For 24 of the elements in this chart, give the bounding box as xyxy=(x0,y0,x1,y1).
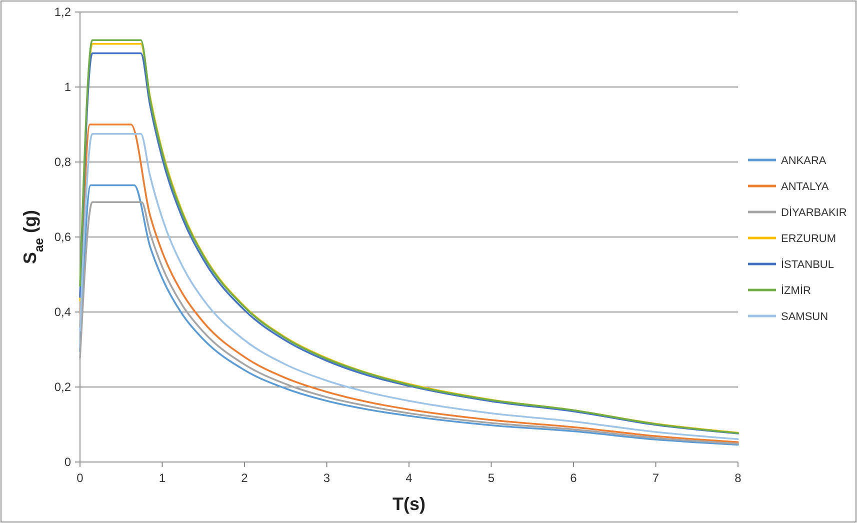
x-tick-label: 2 xyxy=(241,471,248,485)
legend-label: SAMSUN xyxy=(781,310,828,323)
x-axis-title: T(s) xyxy=(392,494,426,514)
legend-label: ANKARA xyxy=(781,154,827,167)
y-tick-label: 0,8 xyxy=(54,155,72,170)
x-tick-label: 6 xyxy=(570,471,578,485)
x-tick-label: 1 xyxy=(158,471,166,485)
y-tick-label: 0,4 xyxy=(54,305,72,320)
x-tick-label: 5 xyxy=(488,471,495,485)
y-tick-label: 0,6 xyxy=(54,230,72,244)
x-tick-label: 8 xyxy=(734,471,742,485)
y-tick-label: 0 xyxy=(64,455,72,470)
legend-label: ERZURUM xyxy=(781,232,836,245)
x-tick-label: 4 xyxy=(406,471,413,485)
legend-label: İSTANBUL xyxy=(781,258,834,271)
y-tick-label: 0,2 xyxy=(54,380,72,394)
legend-label: ANTALYA xyxy=(781,180,830,193)
y-tick-label: 1 xyxy=(64,80,72,94)
x-tick-label: 0 xyxy=(76,471,84,485)
y-tick-label: 1,2 xyxy=(54,5,72,20)
x-tick-label: 7 xyxy=(652,471,660,485)
x-tick-label: 3 xyxy=(323,471,330,485)
legend-label: DİYARBAKIR xyxy=(781,206,847,219)
legend-label: İZMİR xyxy=(781,284,811,297)
